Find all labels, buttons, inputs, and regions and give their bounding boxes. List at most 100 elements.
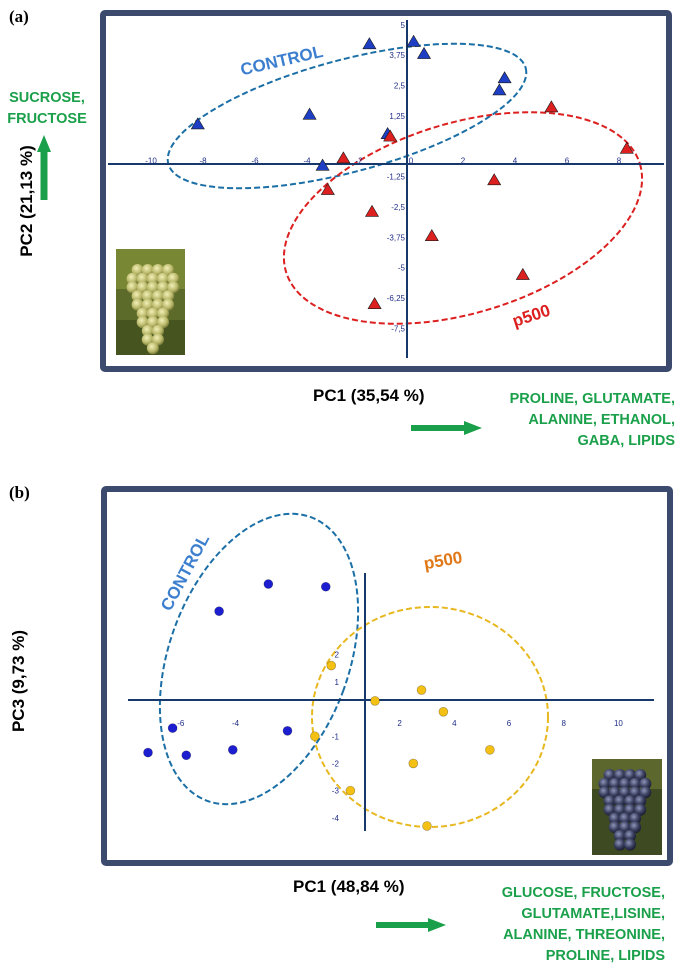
- grape-berry: [141, 333, 154, 346]
- grape-berry: [157, 281, 170, 294]
- green-grape-photo-icon: [116, 249, 185, 355]
- y-tick-label: -6,25: [387, 294, 406, 303]
- data-points-a: [190, 34, 634, 309]
- grape-berry: [618, 812, 631, 825]
- data-point-triangle: [362, 37, 377, 50]
- grape-berry: [131, 298, 144, 311]
- data-point-triangle: [487, 173, 502, 186]
- x-tick-label: -4: [232, 719, 240, 728]
- grape-berry: [146, 316, 159, 329]
- data-point-triangle: [320, 182, 335, 195]
- data-point-triangle: [315, 158, 330, 171]
- data-point-circle: [181, 750, 192, 761]
- grape-berry: [624, 838, 636, 851]
- green-arrow-right-icon: [376, 918, 446, 932]
- data-point-triangle: [383, 129, 398, 142]
- y-tick-label: -4: [332, 814, 340, 823]
- x-tick-label: -6: [177, 719, 185, 728]
- data-point-triangle: [416, 46, 432, 59]
- grape-berry: [136, 281, 149, 294]
- y-tick-label: -7,5: [391, 324, 405, 333]
- pc2-loading-line: SUCROSE,: [9, 90, 85, 106]
- pc1-loadings-label-b: GLUCOSE, FRUCTOSE, GLUTAMATE,LISINE, ALA…: [440, 883, 665, 967]
- y-tick-label: 1: [334, 678, 339, 687]
- x-tick-label: 8: [562, 719, 567, 728]
- data-point-circle: [422, 821, 432, 831]
- grape-berry: [136, 307, 149, 320]
- grape-berry: [598, 777, 611, 790]
- y-tick-label: -2,5: [391, 203, 405, 212]
- grape-berry: [613, 803, 626, 816]
- x-tick-label: -8: [199, 156, 207, 165]
- x-tick-label: 2: [397, 719, 402, 728]
- plot-frame-b: [101, 486, 673, 866]
- data-point-triangle: [336, 151, 351, 164]
- grape-berry: [146, 342, 159, 355]
- panel-b-label: (b): [9, 483, 30, 502]
- grape-berry: [167, 272, 180, 285]
- grape-berry: [624, 803, 636, 816]
- data-point-circle: [416, 685, 427, 695]
- data-point-triangle: [367, 297, 382, 309]
- grape-berry: [131, 264, 144, 276]
- data-point-circle: [214, 606, 224, 617]
- x-tick-label: 6: [507, 719, 512, 728]
- x-axis-title-a: PC1 (35,54 %): [313, 386, 425, 405]
- pc1-loading-line: PROLINE, GLUTAMATE,: [509, 391, 675, 407]
- grape-berry: [152, 333, 164, 346]
- grape-berry: [141, 324, 154, 337]
- data-point-circle: [282, 726, 293, 736]
- x-tick-label: 10: [614, 719, 623, 728]
- data-point-triangle: [619, 141, 634, 154]
- y-tick-label: -1: [332, 732, 340, 741]
- data-point-circle: [263, 579, 274, 589]
- y-tick-label: 2: [334, 651, 339, 660]
- grape-berry: [634, 769, 647, 781]
- grape-berry: [141, 290, 154, 303]
- grape-berry: [608, 786, 621, 799]
- data-point-triangle: [515, 267, 530, 280]
- grape-berry: [162, 264, 175, 276]
- grape-berry: [603, 803, 616, 816]
- data-point-triangle: [364, 204, 380, 217]
- grape-berry: [167, 281, 180, 294]
- grape-berry: [126, 272, 139, 285]
- grape-berry: [624, 829, 636, 842]
- data-point-triangle: [424, 229, 439, 241]
- y-tick-label: 3,75: [389, 51, 405, 60]
- data-point-circle: [326, 660, 337, 671]
- grape-berry: [152, 264, 164, 276]
- x-tick-label: 4: [513, 156, 518, 165]
- grape-berry: [613, 769, 626, 781]
- y-tick-label: -1,25: [387, 173, 406, 182]
- y-tick-label: -3,75: [387, 233, 406, 242]
- grape-berry: [146, 272, 159, 285]
- data-point-circle: [143, 747, 153, 758]
- data-point-circle: [345, 785, 356, 796]
- data-point-triangle: [497, 71, 512, 84]
- x-tick-label: -6: [251, 156, 259, 165]
- grape-berry: [162, 290, 175, 303]
- data-point-circle: [438, 706, 449, 717]
- grape-berry: [603, 769, 616, 781]
- plot-frame-a: [100, 10, 672, 372]
- data-point-circle: [370, 696, 380, 706]
- grape-berry: [613, 829, 626, 842]
- green-arrow-up-icon: [37, 135, 51, 200]
- grape-berry: [152, 324, 164, 337]
- grape-berry: [157, 272, 170, 285]
- data-point-circle: [167, 723, 178, 733]
- pc1-loadings-label-a: PROLINE, GLUTAMATE, ALANINE, ETHANOL, GA…: [450, 389, 675, 452]
- data-point-triangle: [492, 83, 507, 96]
- grape-berry: [152, 298, 164, 311]
- grape-berry: [639, 777, 652, 790]
- y-tick-label: 5: [401, 21, 406, 30]
- grape-berry: [624, 795, 636, 808]
- y-tick-label: -2: [332, 759, 340, 768]
- pc1-loading-line: GLUCOSE, FRUCTOSE,: [501, 885, 665, 901]
- grape-berry: [608, 777, 621, 790]
- grape-berry: [629, 812, 642, 825]
- grape-berry: [136, 272, 149, 285]
- grape-berry: [629, 821, 642, 834]
